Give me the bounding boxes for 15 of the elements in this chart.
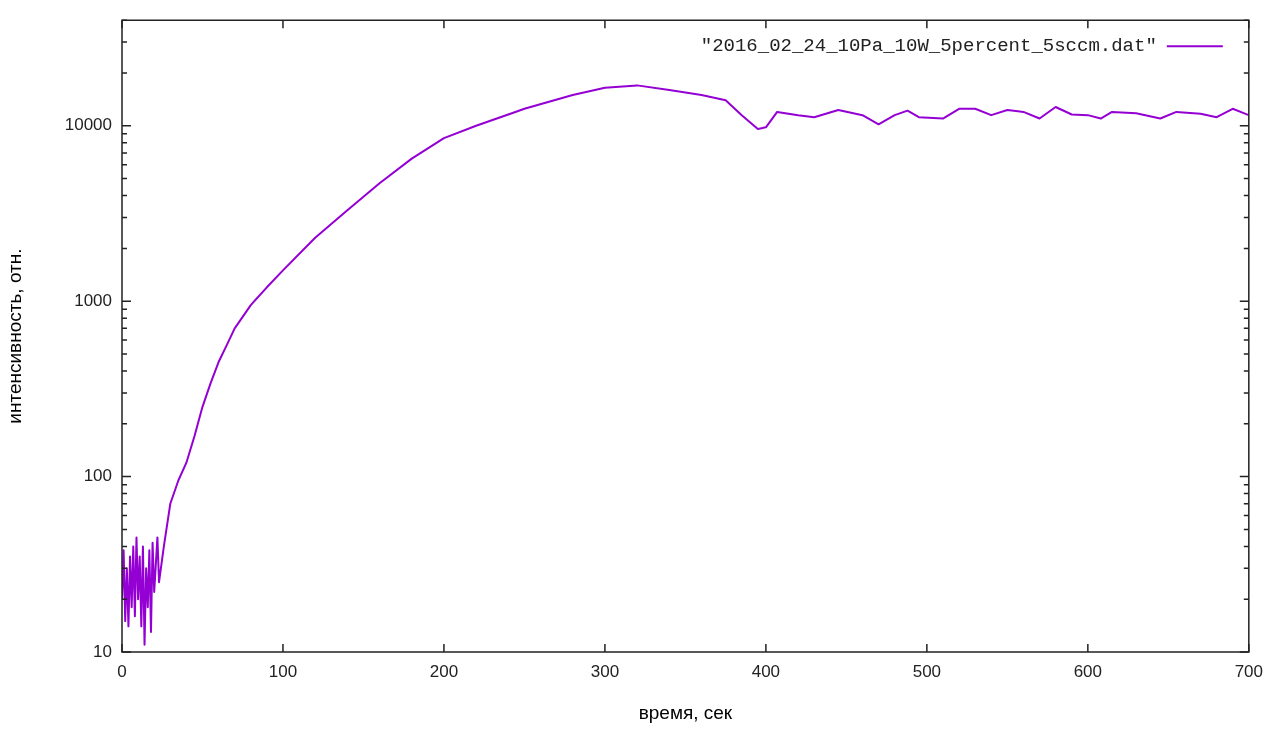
x-tick-label: 200 <box>429 661 459 681</box>
y-tick-label: 10000 <box>64 115 112 135</box>
x-tick-label: 300 <box>590 661 620 681</box>
x-tick-label: 0 <box>117 661 127 681</box>
x-tick-label: 500 <box>912 661 942 681</box>
y-axis-title: интенсивность, отн. <box>3 248 25 424</box>
y-tick-label: 1000 <box>74 290 112 310</box>
y-tick-label: 10 <box>93 641 112 661</box>
x-tick-label: 700 <box>1234 661 1264 681</box>
x-tick-label: 400 <box>751 661 781 681</box>
legend-label: "2016_02_24_10Pa_10W_5percent_5sccm.dat" <box>700 35 1157 58</box>
y-tick-label: 100 <box>83 466 112 486</box>
x-axis-title: время, сек <box>638 701 733 723</box>
x-tick-label: 600 <box>1073 661 1103 681</box>
x-tick-label: 100 <box>268 661 298 681</box>
